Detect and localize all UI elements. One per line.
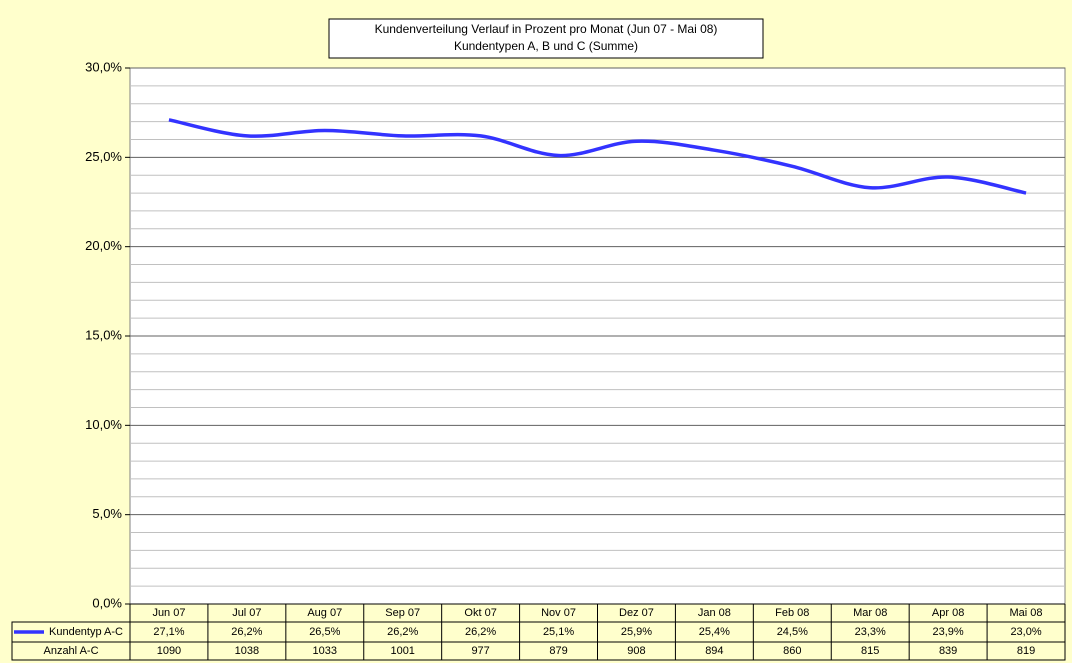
- data-label: 25,1%: [543, 626, 574, 638]
- table-cell: 819: [1017, 645, 1035, 657]
- y-tick-label: 25,0%: [85, 149, 122, 164]
- table-cell: 879: [549, 645, 567, 657]
- x-tick-label: Feb 08: [775, 607, 809, 619]
- x-tick-label: Nov 07: [541, 607, 576, 619]
- x-tick-label: Apr 08: [932, 607, 964, 619]
- table-cell: 894: [705, 645, 723, 657]
- data-label: 26,2%: [387, 626, 418, 638]
- chart-subtitle: Kundentypen A, B und C (Summe): [454, 39, 638, 53]
- y-tick-label: 0,0%: [92, 595, 122, 610]
- data-label: 26,2%: [231, 626, 262, 638]
- table-cell: 815: [861, 645, 879, 657]
- chart-title: Kundenverteilung Verlauf in Prozent pro …: [375, 22, 718, 36]
- y-tick-label: 15,0%: [85, 327, 122, 342]
- title-box: [328, 18, 764, 59]
- x-tick-label: Jun 07: [152, 607, 185, 619]
- table-cell: 977: [471, 645, 489, 657]
- data-label: 23,9%: [933, 626, 964, 638]
- y-tick-label: 10,0%: [85, 417, 122, 432]
- y-tick-label: 20,0%: [85, 238, 122, 253]
- data-label: 27,1%: [153, 626, 184, 638]
- table-cell: 1033: [313, 645, 337, 657]
- data-label: 25,9%: [621, 626, 652, 638]
- table-cell: 1001: [390, 645, 414, 657]
- legend-label: Kundentyp A-C: [49, 626, 123, 638]
- table-cell: 1038: [235, 645, 259, 657]
- y-tick-label: 30,0%: [85, 59, 122, 74]
- table-cell: 908: [627, 645, 645, 657]
- table-row-label: Anzahl A-C: [43, 645, 98, 657]
- x-tick-label: Mai 08: [1010, 607, 1043, 619]
- table-cell: 860: [783, 645, 801, 657]
- data-label: 24,5%: [777, 626, 808, 638]
- x-tick-label: Aug 07: [307, 607, 342, 619]
- data-label: 26,5%: [309, 626, 340, 638]
- x-tick-label: Okt 07: [464, 607, 496, 619]
- x-tick-label: Sep 07: [385, 607, 420, 619]
- data-label: 23,3%: [855, 626, 886, 638]
- x-tick-label: Jan 08: [698, 607, 731, 619]
- table-cell: 839: [939, 645, 957, 657]
- series-line: [168, 118, 1027, 195]
- x-tick-label: Mar 08: [853, 607, 887, 619]
- y-tick-label: 5,0%: [92, 506, 122, 521]
- table-cell: 1090: [157, 645, 181, 657]
- x-tick-label: Jul 07: [232, 607, 261, 619]
- data-label: 23,0%: [1010, 626, 1041, 638]
- data-label: 26,2%: [465, 626, 496, 638]
- data-label: 25,4%: [699, 626, 730, 638]
- x-tick-label: Dez 07: [619, 607, 654, 619]
